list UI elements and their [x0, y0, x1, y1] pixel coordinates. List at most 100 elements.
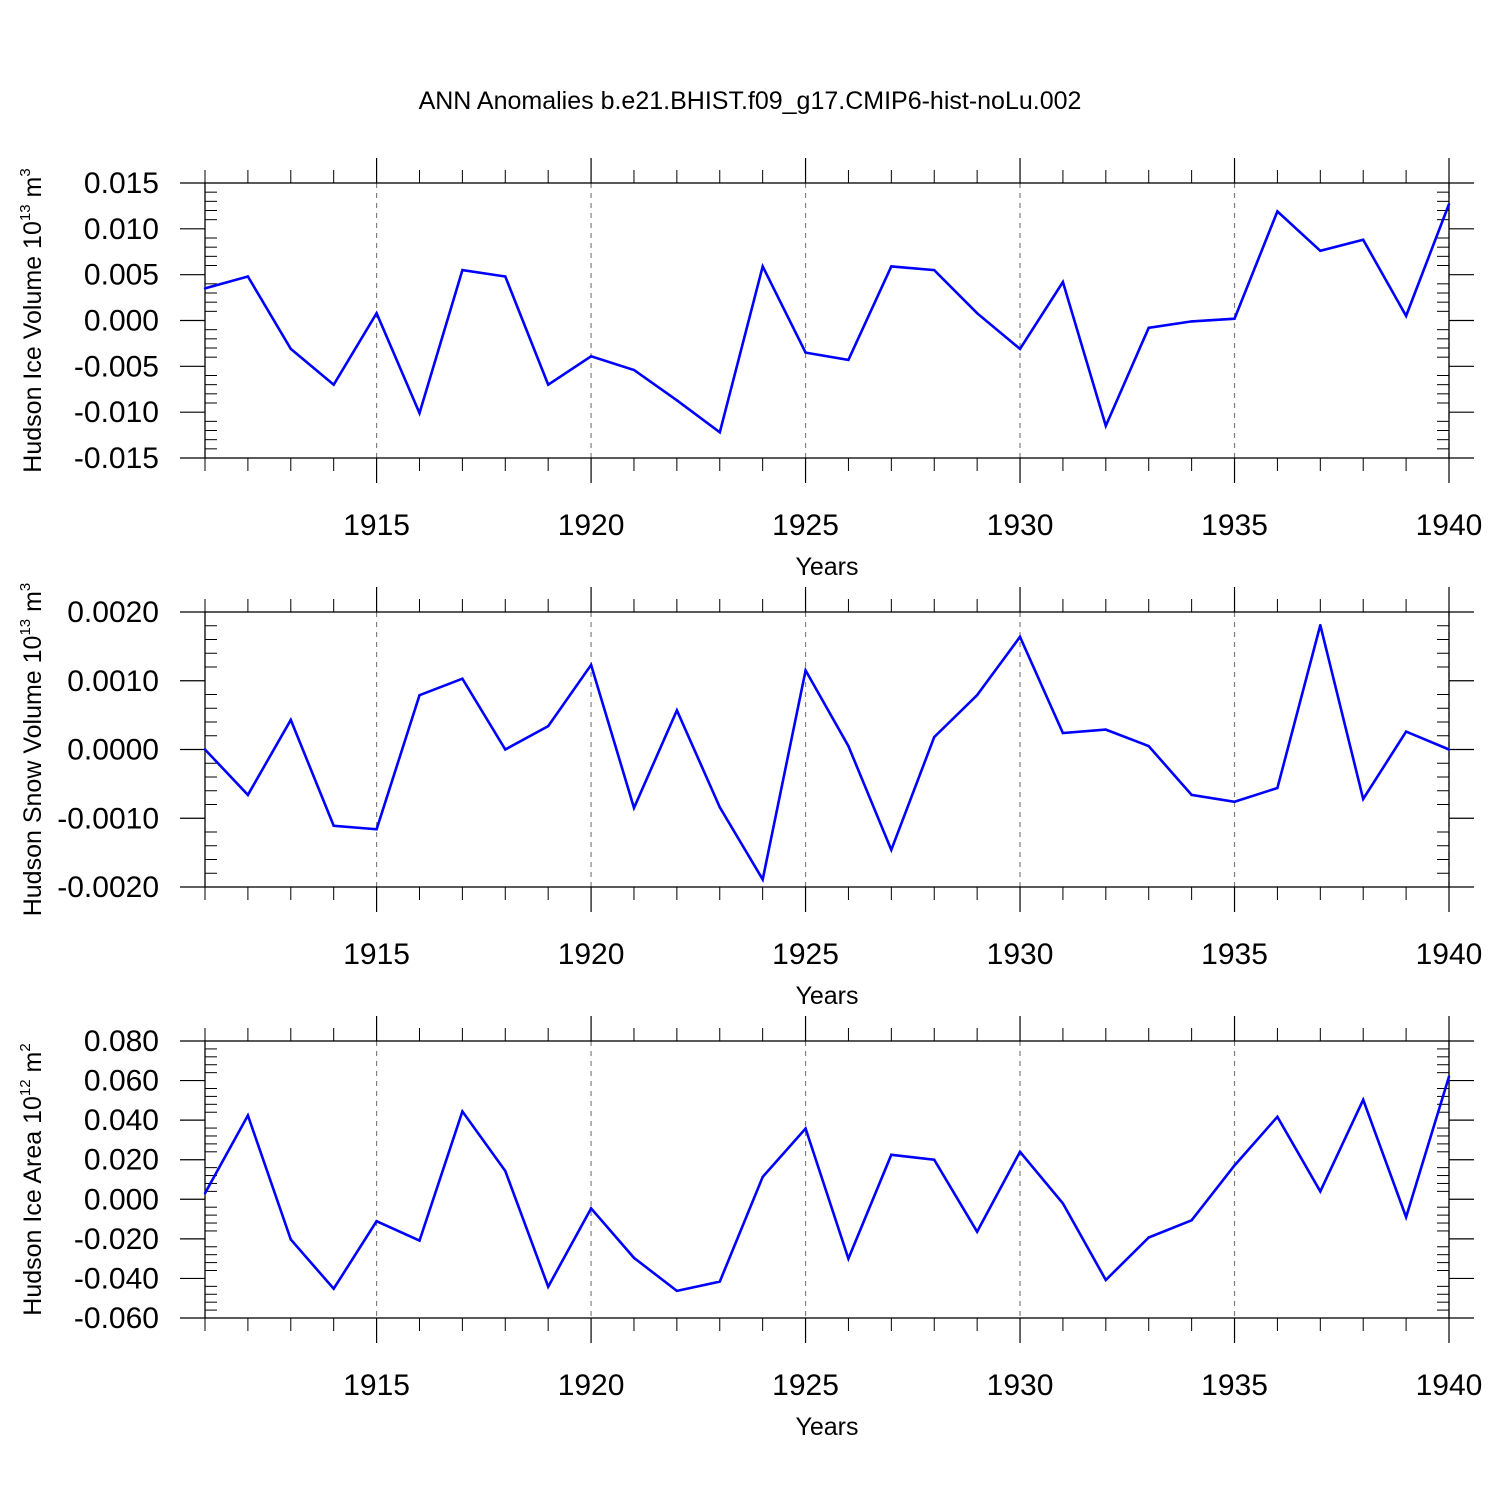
data-point: [890, 265, 893, 268]
data-point: [1404, 730, 1408, 733]
x-tick-label: 1925: [772, 509, 839, 542]
data-point: [1362, 797, 1365, 801]
data-point: [461, 677, 464, 680]
x-tick-label: 1925: [772, 938, 839, 971]
data-point: [289, 347, 292, 351]
data-point: [933, 1158, 936, 1161]
y-tick-label: -0.060: [74, 1302, 159, 1335]
x-tick-label: 1940: [1416, 509, 1483, 542]
data-point: [1362, 238, 1365, 242]
y-axis-label: Hudson Snow Volume 1013 m3: [17, 583, 47, 917]
data-point: [461, 1110, 464, 1113]
data-point: [632, 368, 636, 372]
data-point: [289, 718, 292, 722]
x-axis-label: Years: [795, 1413, 858, 1441]
data-point: [504, 1169, 507, 1173]
data-point: [804, 1127, 807, 1130]
data-point: [804, 669, 807, 672]
data-point: [1190, 320, 1193, 323]
x-tick-label: 1920: [558, 509, 625, 542]
data-point: [589, 355, 593, 358]
x-tick-label: 1930: [987, 938, 1054, 971]
data-point: [632, 1256, 636, 1260]
data-point: [546, 1285, 550, 1288]
data-point: [675, 1289, 679, 1293]
y-tick-label: 0.000: [84, 305, 159, 338]
data-point: [933, 268, 936, 272]
data-point: [1362, 1098, 1365, 1101]
data-point: [1061, 280, 1065, 284]
data-point: [761, 265, 764, 268]
data-point: [675, 709, 679, 712]
y-axis-label: Hudson Ice Area 1012 m2: [17, 1043, 47, 1315]
y-tick-label: 0.000: [84, 1183, 159, 1216]
data-point: [1447, 202, 1451, 206]
data-point: [933, 735, 936, 739]
data-point: [1018, 347, 1022, 351]
data-point: [1447, 748, 1451, 751]
data-point: [1233, 1164, 1236, 1167]
panel-2: 0.0020 0.0010 0.0000 -0.0010 -0.0020 1915 1920…: [17, 583, 1482, 1010]
x-tick-label: 1940: [1416, 938, 1483, 971]
data-point: [332, 1287, 335, 1290]
y-tick-label: 0.005: [84, 259, 159, 292]
y-tick-label: 0.080: [84, 1025, 159, 1058]
x-tick-label: 1915: [343, 1369, 410, 1402]
data-point: [804, 351, 807, 354]
data-point: [1147, 744, 1150, 748]
data-point: [1276, 210, 1279, 213]
y-tick-label: 0.0010: [67, 665, 159, 698]
data-point: [975, 311, 979, 315]
y-tick-label: 0.010: [84, 213, 159, 246]
y-tick-label: -0.020: [74, 1223, 159, 1256]
data-point: [1147, 326, 1150, 330]
data-point: [847, 744, 850, 748]
data-point: [332, 824, 335, 828]
data-point: [1404, 314, 1408, 318]
data-point: [203, 287, 207, 290]
y-tick-label: 0.0000: [67, 734, 159, 767]
panel-3: 0.080 0.060 0.040 0.020 0.000 -0.020 -0.040 -0.…: [17, 1016, 1482, 1441]
data-point: [1190, 1219, 1193, 1222]
data-point: [461, 268, 464, 272]
data-point: [418, 693, 421, 697]
y-tick-label: -0.010: [74, 396, 159, 429]
data-point: [1190, 793, 1193, 797]
data-point: [718, 431, 721, 434]
y-tick-label: 0.015: [84, 167, 159, 200]
data-point: [418, 1239, 421, 1242]
data-point: [1276, 1115, 1279, 1118]
series-line: [203, 1076, 1451, 1293]
data-point: [589, 1207, 593, 1210]
data-point: [1147, 1236, 1150, 1239]
data-point: [246, 1114, 250, 1117]
data-point: [504, 748, 507, 751]
data-point: [1319, 249, 1322, 253]
data-point: [1404, 1215, 1408, 1219]
data-point: [1061, 731, 1065, 735]
data-point: [1104, 728, 1108, 731]
x-axis-label: Years: [795, 553, 858, 581]
x-tick-label: 1935: [1201, 1369, 1268, 1402]
data-point: [546, 724, 550, 728]
data-point: [375, 1220, 378, 1223]
series-line: [204, 203, 1451, 435]
y-tick-label: -0.0020: [57, 871, 159, 904]
y-tick-label: -0.005: [74, 350, 159, 383]
data-point: [718, 806, 721, 809]
y-tick-label: 0.060: [84, 1065, 159, 1098]
data-point: [761, 878, 764, 881]
data-point: [504, 275, 507, 278]
data-point: [375, 828, 378, 831]
data-point: [675, 399, 679, 402]
panels: 0.015 0.010 0.005 0.000 -0.005 -0.010 -0.015 19…: [17, 158, 1482, 1441]
data-point: [289, 1238, 292, 1241]
data-point: [546, 383, 550, 386]
data-point: [332, 383, 335, 386]
x-tick-label: 1940: [1416, 1369, 1483, 1402]
data-point: [975, 693, 979, 697]
x-tick-label: 1915: [343, 509, 410, 542]
data-point: [975, 1230, 979, 1233]
